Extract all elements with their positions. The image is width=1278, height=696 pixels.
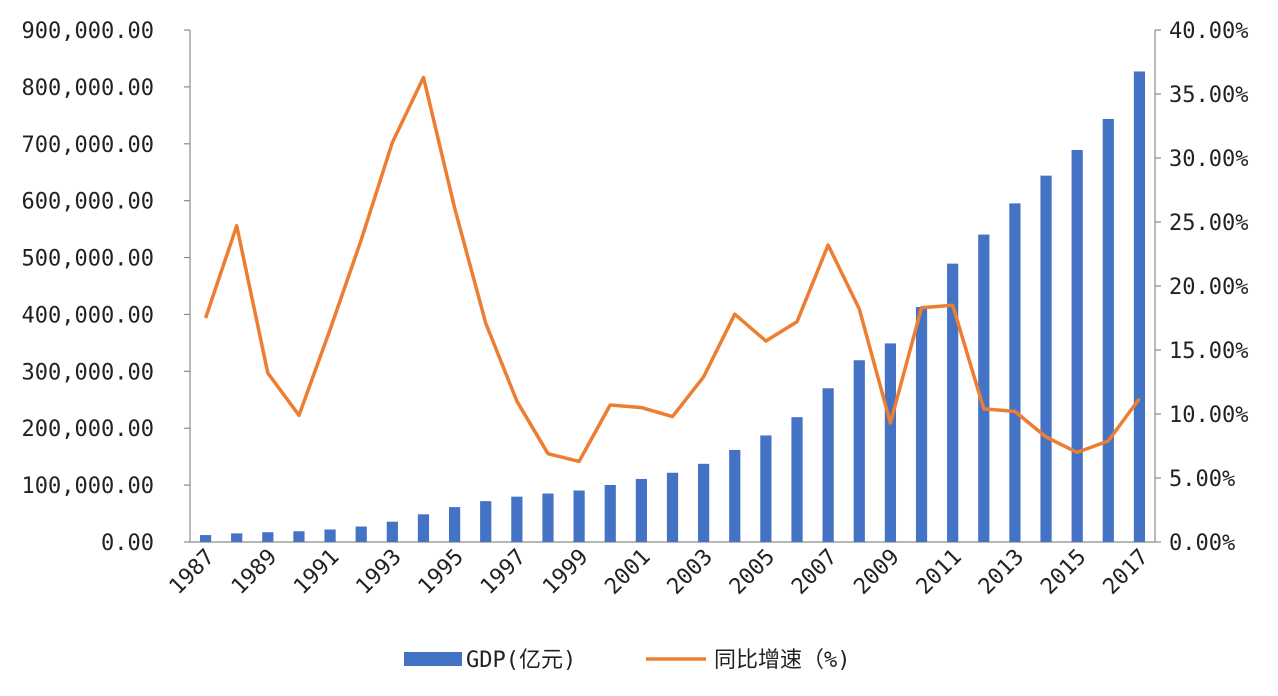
x-tick-label: 2003 bbox=[663, 545, 718, 600]
gdp-bar bbox=[1071, 150, 1083, 542]
x-tick-label: 1999 bbox=[538, 545, 593, 600]
right-y-tick-label: 0.00% bbox=[1169, 531, 1235, 556]
gdp-bar bbox=[853, 360, 865, 542]
right-y-tick-label: 15.00% bbox=[1169, 339, 1248, 364]
growth-line bbox=[203, 75, 1141, 464]
x-tick-label: 1991 bbox=[289, 545, 344, 600]
x-axis-ticks: 1987 1989 1991 1993 1995 1997 1999 2001 2003 2005… bbox=[165, 545, 1154, 600]
gdp-bar bbox=[417, 514, 430, 542]
gdp-bar bbox=[978, 234, 990, 542]
gdp-bar bbox=[729, 449, 741, 542]
growth-line-series bbox=[203, 75, 1141, 464]
x-tick-label: 2005 bbox=[725, 545, 780, 600]
left-y-axis-ticks: 0.00 100,000.00 200,000.00 300,000.00 400,00… bbox=[22, 19, 190, 556]
x-tick-label: 1989 bbox=[227, 545, 282, 600]
gdp-bar bbox=[480, 501, 492, 542]
x-tick-label: 2017 bbox=[1099, 545, 1154, 600]
gdp-bar bbox=[915, 307, 928, 542]
x-tick-label: 1995 bbox=[414, 545, 469, 600]
x-tick-label: 2013 bbox=[974, 545, 1029, 600]
right-y-tick-label: 40.00% bbox=[1169, 19, 1248, 44]
left-y-tick-label: 400,000.00 bbox=[22, 303, 154, 328]
left-y-tick-label: 600,000.00 bbox=[22, 190, 154, 215]
x-tick-label: 2007 bbox=[787, 545, 842, 600]
gdp-bar bbox=[231, 533, 243, 542]
gdp-bar bbox=[884, 343, 897, 542]
gdp-bar bbox=[666, 472, 679, 542]
left-y-tick-label: 700,000.00 bbox=[22, 133, 154, 158]
left-y-tick-label: 900,000.00 bbox=[22, 19, 154, 44]
left-y-tick-label: 800,000.00 bbox=[22, 76, 154, 101]
x-tick-label: 1997 bbox=[476, 545, 531, 600]
x-tick-label: 2001 bbox=[600, 545, 655, 600]
legend-swatch-gdp bbox=[404, 652, 462, 666]
gdp-bar bbox=[760, 435, 772, 542]
gdp-bar bbox=[542, 493, 554, 542]
right-y-tick-label: 35.00% bbox=[1169, 83, 1248, 108]
left-y-tick-label: 300,000.00 bbox=[22, 360, 154, 385]
gdp-bar-series bbox=[199, 71, 1146, 543]
gdp-bar bbox=[293, 531, 305, 542]
x-tick-label: 1987 bbox=[165, 545, 220, 600]
legend: GDP(亿元) 同比增速（%) bbox=[404, 648, 851, 673]
gdp-bar bbox=[511, 496, 523, 542]
right-y-tick-label: 5.00% bbox=[1169, 467, 1235, 492]
right-y-tick-label: 25.00% bbox=[1169, 211, 1248, 236]
legend-label-growth: 同比增速（%) bbox=[714, 648, 851, 673]
gdp-bar bbox=[1102, 118, 1114, 543]
legend-label-gdp: GDP(亿元) bbox=[466, 648, 576, 673]
left-y-tick-label: 100,000.00 bbox=[22, 474, 154, 499]
gdp-bar bbox=[947, 263, 959, 542]
left-y-tick-label: 0.00 bbox=[101, 531, 154, 556]
gdp-bar bbox=[822, 388, 834, 542]
gdp-bar bbox=[1009, 203, 1021, 542]
right-y-tick-label: 30.00% bbox=[1169, 147, 1248, 172]
gdp-bar bbox=[324, 529, 336, 542]
gdp-bar bbox=[791, 417, 803, 542]
gdp-bar bbox=[698, 463, 710, 542]
right-y-axis-ticks: 0.00% 5.00% 10.00% 15.00% 20.00% 25.00% 30.00%… bbox=[1155, 19, 1248, 556]
x-tick-label: 2015 bbox=[1036, 545, 1091, 600]
x-tick-label: 2009 bbox=[850, 545, 905, 600]
gdp-bar bbox=[573, 490, 585, 542]
gdp-bar bbox=[448, 507, 461, 542]
right-y-tick-label: 20.00% bbox=[1169, 275, 1248, 300]
x-tick-label: 2011 bbox=[912, 545, 967, 600]
right-y-tick-label: 10.00% bbox=[1169, 403, 1248, 428]
x-tick-label: 1993 bbox=[351, 545, 406, 600]
left-y-tick-label: 500,000.00 bbox=[22, 247, 154, 272]
gdp-bar bbox=[199, 535, 212, 542]
gdp-bar bbox=[604, 484, 616, 542]
gdp-bar bbox=[1040, 175, 1052, 543]
left-y-tick-label: 200,000.00 bbox=[22, 417, 154, 442]
gdp-bar bbox=[386, 521, 398, 542]
gdp-bar bbox=[1133, 71, 1146, 543]
gdp-bar bbox=[635, 478, 647, 542]
gdp-bar bbox=[355, 526, 367, 542]
gdp-bar bbox=[262, 532, 274, 542]
